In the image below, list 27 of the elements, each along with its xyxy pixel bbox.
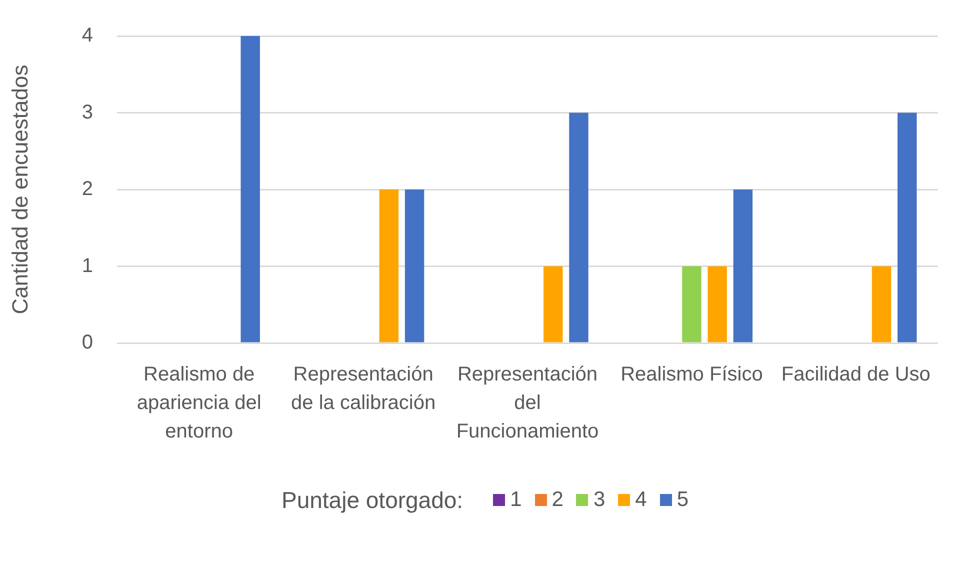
- y-axis-title: Cantidad de encuestados: [7, 64, 32, 314]
- x-tick-label: Facilidad de Uso: [781, 364, 930, 386]
- bar: [708, 266, 727, 342]
- bar: [544, 266, 563, 342]
- bar: [240, 36, 260, 342]
- legend-label: 4: [635, 488, 647, 512]
- x-tick-label: Realismo Físico: [620, 364, 763, 386]
- y-tick-label: 0: [82, 332, 93, 354]
- bar: [872, 266, 892, 342]
- y-tick-label: 2: [82, 178, 93, 200]
- bar: [682, 266, 702, 342]
- legend-label: 5: [676, 488, 689, 512]
- legend-label: 2: [552, 488, 564, 512]
- y-tick-label: 4: [82, 24, 93, 47]
- x-tick-label: Representación de la calibración: [291, 364, 436, 414]
- legend-label: 1: [510, 488, 522, 512]
- bar: [379, 190, 399, 342]
- legend-label: 3: [593, 488, 606, 512]
- x-tick-label: Realismo de apariencia del entorno: [136, 364, 262, 443]
- bar: [404, 190, 424, 342]
- bar: [733, 190, 753, 342]
- y-tick-label: 1: [82, 254, 93, 277]
- bar: [898, 112, 917, 342]
- legend-title: Puntaje otorgado:: [281, 486, 464, 514]
- bar: [569, 112, 588, 342]
- y-tick-label: 3: [82, 101, 93, 124]
- x-tick-label: Representación del Funcionamiento: [456, 364, 599, 443]
